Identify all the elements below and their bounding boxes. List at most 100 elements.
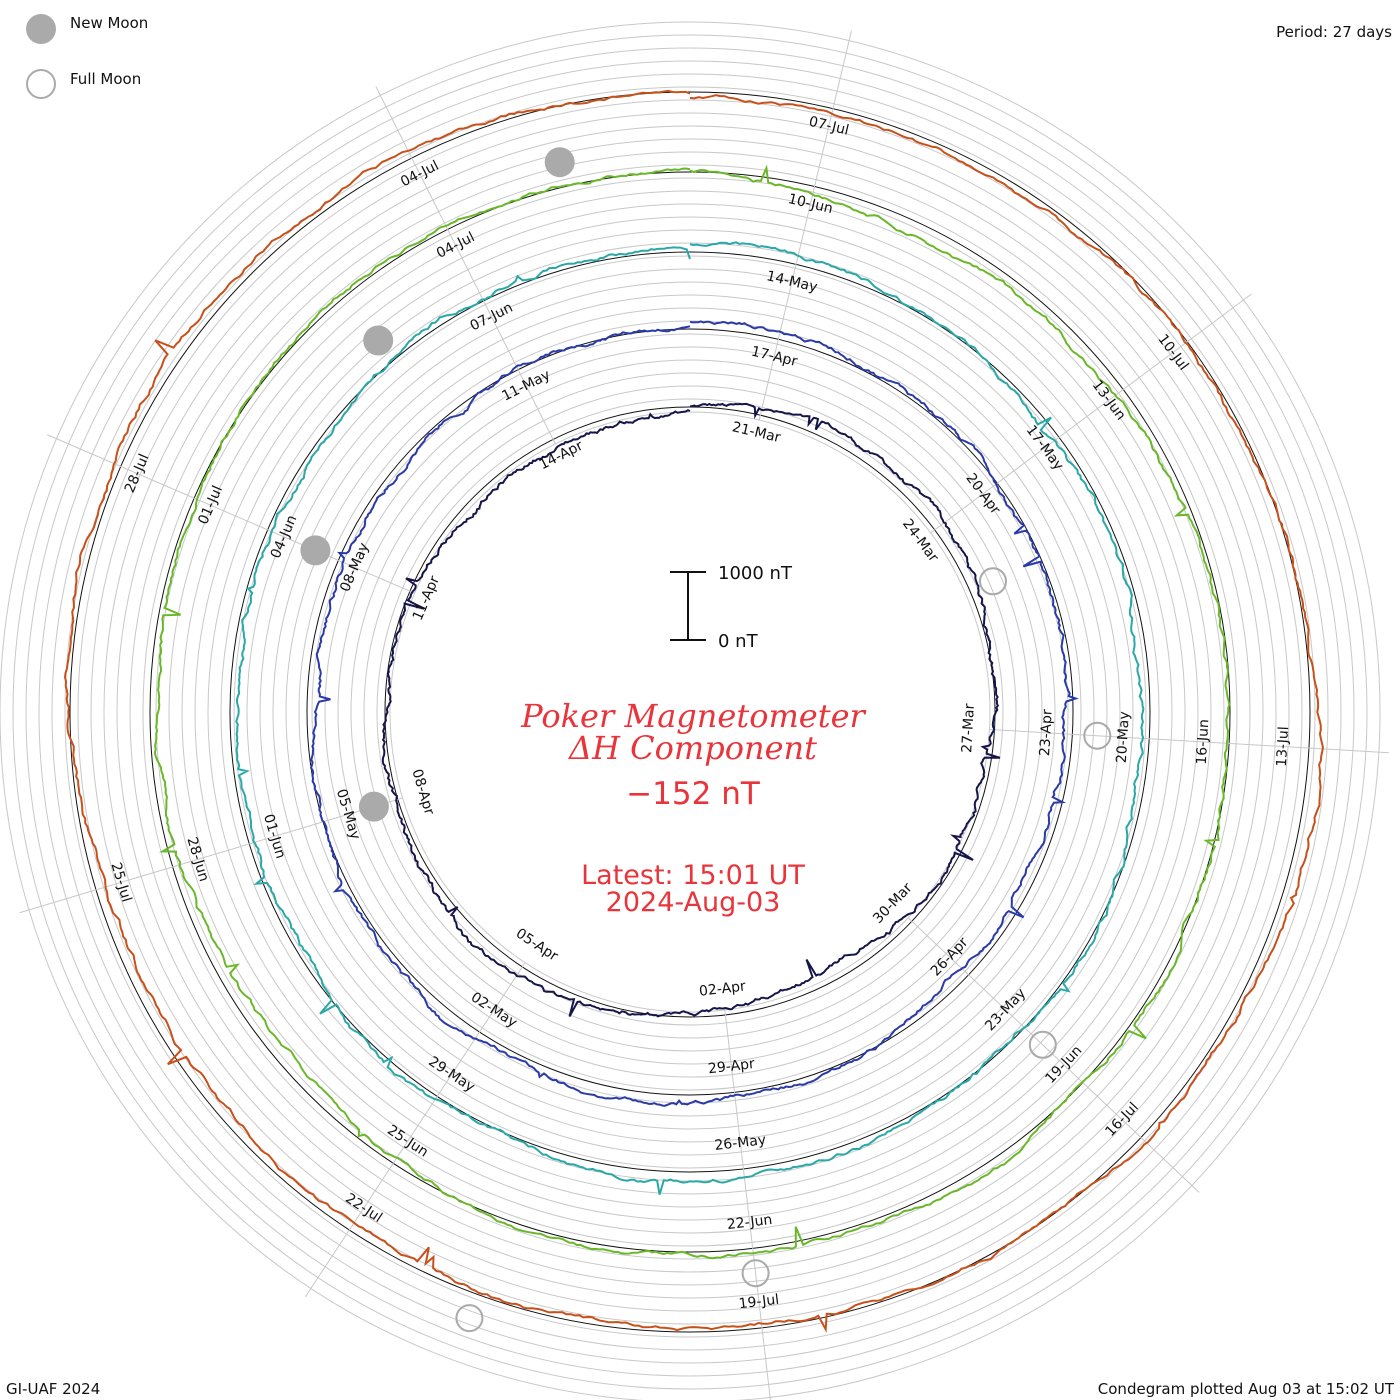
grid-circle [12,34,1368,1390]
grid-circle [207,229,1173,1195]
latest-time: Latest: 15:01 UT [581,860,805,891]
moon-markers [300,147,1112,1333]
new-moon-legend-label: New Moon [70,14,148,32]
date-label: 13-Jun [1089,377,1129,423]
data-traces [63,89,1324,1333]
new-moon-marker [300,535,331,566]
date-label: 10-Jun [786,191,834,217]
date-label: 04-Jun [268,513,301,561]
date-label: 01-Jun [260,812,288,860]
date-label: 22-Jun [726,1212,773,1233]
new-moon-marker [363,325,394,356]
grid-spoke [375,86,556,445]
date-label: 29-Apr [707,1056,756,1077]
date-label: 28-Jun [183,835,211,883]
ring-base-circle [229,251,1151,1173]
footer-plotted: Condegram plotted Aug 03 at 15:02 UT [1098,1380,1395,1398]
scale-top-label: 1000 nT [718,563,793,584]
date-label: 22-Jul [342,1190,385,1226]
grid-circle [168,190,1212,1234]
new-moon-marker [358,791,389,822]
grid-circle [142,164,1238,1260]
grid-circle [155,177,1225,1247]
grid-circle [337,359,1043,1065]
grid-circle [0,21,1381,1400]
ring-base-circle [149,171,1231,1253]
grid-spokes [19,30,1389,1400]
grid-spoke [930,293,1252,534]
date-label: 20-May [1114,711,1133,764]
ring-base-circle [306,328,1074,1096]
full-moon-marker [455,1304,484,1333]
grid-circle [116,138,1264,1286]
grid-circle [25,47,1355,1377]
ring-trace-3 [235,241,1145,1195]
new-moon-marker [544,147,575,178]
grid-spoke [724,1009,771,1400]
date-label: 26-May [714,1132,767,1154]
date-label: 02-Apr [698,978,747,999]
full-moon-marker [741,1259,770,1288]
period-label: Period: 27 days [1276,23,1392,41]
date-label: 02-May [468,989,520,1031]
grid-circle [376,398,1004,1026]
date-label: 16-Jun [1194,719,1213,765]
footer-credit: GI-UAF 2024 [6,1380,100,1398]
date-label: 19-Jul [738,1292,780,1313]
grid-circle [90,112,1290,1312]
grid-circle [389,411,991,1013]
grid-spoke [304,962,526,1298]
scale-bottom-label: 0 nT [718,631,759,652]
date-label: 23-Apr [1037,709,1056,757]
date-label: 05-May [333,787,363,841]
date-label: 11-May [499,367,552,405]
grid-rings [0,21,1381,1400]
ring-trace-4 [153,164,1231,1260]
grid-spoke [907,917,1200,1193]
full-moon-legend-icon [26,69,56,99]
grid-circle [285,307,1095,1117]
date-label: 16-Jul [1102,1099,1141,1139]
grid-circle [51,73,1329,1351]
grid-circle [38,60,1342,1364]
date-label: 20-Apr [962,470,1003,517]
grid-circle [259,281,1121,1143]
full-moon-marker [1083,721,1112,750]
grid-spoke [47,434,415,594]
date-label: 23-May [982,986,1029,1035]
grid-circle [246,268,1134,1156]
date-label: 30-Mar [870,880,916,927]
current-value: −152 nT [626,776,761,812]
grid-circle [324,346,1056,1078]
full-moon-marker [1028,1030,1057,1059]
chart-title-line1: Poker Magnetometer [520,697,866,735]
grid-circle [363,385,1017,1039]
grid-circle [350,372,1030,1052]
grid-circle [272,294,1108,1130]
date-label: 27-Mar [959,703,978,753]
new-moon-legend-icon [26,14,56,44]
date-label: 24-Mar [899,516,941,565]
ring-trace-1 [381,402,1001,1018]
grid-spoke [19,797,403,914]
date-label: 25-Jul [107,861,134,904]
date-label: 26-Apr [928,934,972,979]
grid-circle [64,86,1316,1338]
grid-circle [103,125,1277,1299]
date-label: 19-Jun [1042,1043,1085,1087]
grid-circle [194,216,1186,1208]
ring-trace-2 [310,320,1079,1107]
grid-circle [311,333,1069,1091]
grid-circle [129,151,1251,1273]
grid-circle [181,203,1199,1221]
ring-base-circle [69,91,1311,1333]
latest-date: 2024-Aug-03 [606,887,781,918]
full-moon-legend-label: Full Moon [70,70,141,88]
ring-trace-5 [63,89,1324,1333]
date-label: 08-Apr [408,767,437,817]
date-label: 14-Apr [537,438,586,473]
grid-circle [77,99,1303,1325]
date-label: 21-Mar [730,419,782,446]
chart-title-line2: ΔH Component [567,729,817,767]
